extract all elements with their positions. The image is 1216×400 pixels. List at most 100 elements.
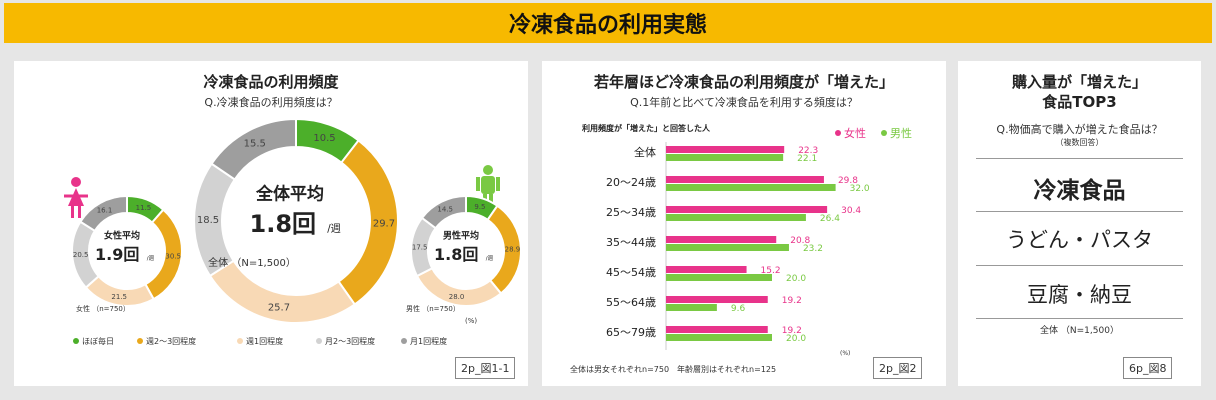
- bar-legend-dot-1: [881, 130, 887, 136]
- bar-value-男性-0: 22.1: [797, 154, 817, 164]
- bar-女性-5: [666, 296, 768, 303]
- panel3-title-line1: 購入量が「増えた」: [1011, 73, 1147, 91]
- legend-dot-0: [73, 338, 79, 344]
- legend-dot-4: [401, 338, 407, 344]
- female-icon: [64, 177, 88, 218]
- bar-category-6: 65～79歳: [606, 326, 656, 339]
- bar-女性-2: [666, 206, 828, 213]
- bar-女性-6: [666, 326, 768, 333]
- legend-label-1: 週2～3回程度: [146, 336, 196, 346]
- bar-category-5: 55～64歳: [606, 296, 656, 309]
- female-donut-slice-4: [79, 194, 128, 233]
- male-donut-slice-label-2: 28.0: [449, 293, 465, 301]
- bar-value-男性-4: 20.0: [786, 274, 806, 284]
- female-n: 女性 （n=750）: [76, 304, 130, 313]
- female-donut-slice-label-3: 20.5: [73, 251, 89, 259]
- increase-by-age-panel: 若年層ほど冷凍食品の利用頻度が「増えた」 Q.1年前と比べて冷凍食品を利用する頻…: [542, 61, 946, 386]
- panel1-unit: (%): [465, 317, 477, 325]
- bar-男性-2: [666, 214, 806, 221]
- bar-unit: (%): [840, 350, 850, 357]
- bar-legend-dot-0: [835, 130, 841, 136]
- bar-value-女性-3: 20.8: [790, 236, 810, 246]
- top3-item-3: 豆腐・納豆: [1027, 283, 1132, 307]
- donut-charts: 10.5 29.7 25.7 18.5 15.5 11.5 30.5 21.5 20.5 16.1…: [64, 117, 522, 346]
- panel1-ref-tag: 2p_図1-1: [455, 357, 516, 379]
- male-donut-value: 1.8回: [434, 245, 478, 264]
- bar-男性-3: [666, 244, 789, 251]
- bar-男性-0: [666, 154, 784, 161]
- legend-label-4: 月1回程度: [410, 336, 447, 346]
- usage-frequency-panel: 冷凍食品の利用頻度 Q.冷凍食品の利用頻度は？ 10.5 29.7 25.7 18.5…: [14, 61, 528, 386]
- top3-item-1: 冷凍食品: [1033, 178, 1126, 204]
- bar-value-女性-5: 19.2: [782, 296, 802, 306]
- female-donut-slice-label-1: 30.5: [165, 252, 181, 260]
- bar-男性-1: [666, 184, 836, 191]
- male-donut: 9.5 28.9 28.0 17.5 14.5: [410, 194, 522, 307]
- divider: [976, 318, 1183, 319]
- bar-subheading: 利用頻度が「増えた」と回答した人: [581, 123, 711, 133]
- bar-女性-0: [666, 146, 785, 153]
- legend-label-3: 月2～3回程度: [325, 336, 375, 346]
- bar-category-4: 45～54歳: [606, 266, 656, 279]
- male-donut-slice-label-1: 28.9: [505, 245, 521, 253]
- legend-dot-2: [237, 338, 243, 344]
- bar-value-男性-1: 32.0: [850, 184, 870, 194]
- bar-女性-1: [666, 176, 824, 183]
- bar-legend: 女性 男性: [835, 126, 912, 140]
- male-donut-slice-label-4: 14.5: [437, 206, 453, 214]
- center-donut-unit: /週: [327, 223, 341, 235]
- top3-foods-panel: 購入量が「増えた」 食品TOP3 Q.物価高で購入が増えた食品は？ （複数回答）…: [958, 61, 1201, 386]
- page-banner: 冷凍食品の利用実態: [4, 3, 1212, 43]
- center-donut-slice-label-4: 15.5: [244, 139, 266, 150]
- bar-category-1: 20～24歳: [606, 176, 656, 189]
- male-donut-slice-label-3: 17.5: [412, 243, 428, 251]
- bar-value-女性-0: 22.3: [798, 146, 818, 156]
- bar-value-男性-3: 23.2: [803, 244, 823, 254]
- top3-item-2: うどん・パスタ: [1006, 228, 1153, 252]
- center-donut-slice-label-1: 29.7: [373, 218, 395, 229]
- bar-value-男性-5: 9.6: [731, 304, 746, 314]
- legend-dot-1: [137, 338, 143, 344]
- bar-value-男性-2: 26.4: [820, 214, 840, 224]
- male-n: 男性 （n=750）: [406, 304, 460, 313]
- panel1-question: Q.冷凍食品の利用頻度は？: [204, 96, 338, 109]
- female-donut: 11.5 30.5 21.5 20.5 16.1: [71, 194, 183, 307]
- donut-legend: ほぼ毎日 週2～3回程度 週1回程度 月2～3回程度 月1回程度: [73, 336, 447, 346]
- divider: [976, 265, 1183, 266]
- male-donut-slice-label-0: 9.5: [474, 203, 485, 211]
- center-donut-label: 全体平均: [255, 183, 324, 204]
- divider: [976, 211, 1183, 212]
- female-donut-label: 女性平均: [104, 230, 140, 242]
- bar-legend-label-0: 女性: [844, 126, 866, 140]
- divider: [976, 158, 1183, 159]
- panel3-note: （複数回答）: [1055, 138, 1104, 147]
- female-donut-unit: /週: [147, 254, 155, 262]
- bar-value-女性-6: 19.2: [782, 326, 802, 336]
- bar-category-0: 全体: [634, 145, 656, 159]
- female-donut-slice-label-4: 16.1: [97, 207, 113, 215]
- panel2-ref-tag: 2p_図2: [873, 357, 923, 379]
- bar-legend-label-1: 男性: [890, 126, 912, 140]
- center-donut-slice-label-3: 18.5: [197, 215, 219, 226]
- bar-男性-5: [666, 304, 717, 311]
- bar-value-女性-4: 15.2: [761, 266, 781, 276]
- female-donut-value: 1.9回: [95, 245, 139, 264]
- panel3-title-line2: 食品TOP3: [1042, 93, 1117, 111]
- bar-category-2: 25～34歳: [606, 206, 656, 219]
- panel3-n: 全体 （N=1,500）: [1040, 326, 1119, 336]
- panel2-question: Q.1年前と比べて冷凍食品を利用する頻度は？: [630, 96, 858, 109]
- bar-男性-4: [666, 274, 772, 281]
- center-donut-slice-label-2: 25.7: [268, 303, 290, 314]
- male-donut-label: 男性平均: [443, 230, 479, 242]
- center-n: 全体 （N=1,500）: [208, 256, 296, 269]
- panel3-question: Q.物価高で購入が増えた食品は？: [996, 123, 1163, 136]
- legend-label-0: ほぼ毎日: [82, 336, 114, 346]
- bar-footnote: 全体は男女それぞれn=750 年齢層別はそれぞれn=125: [570, 364, 776, 374]
- center-donut-slice-4: [210, 117, 297, 181]
- bar-category-3: 35～44歳: [606, 236, 656, 249]
- bar-value-男性-6: 20.0: [786, 334, 806, 344]
- banner-title: 冷凍食品の利用実態: [508, 13, 707, 38]
- female-donut-slice-2: [84, 274, 155, 307]
- bar-女性-3: [666, 236, 777, 243]
- legend-label-2: 週1回程度: [246, 336, 283, 346]
